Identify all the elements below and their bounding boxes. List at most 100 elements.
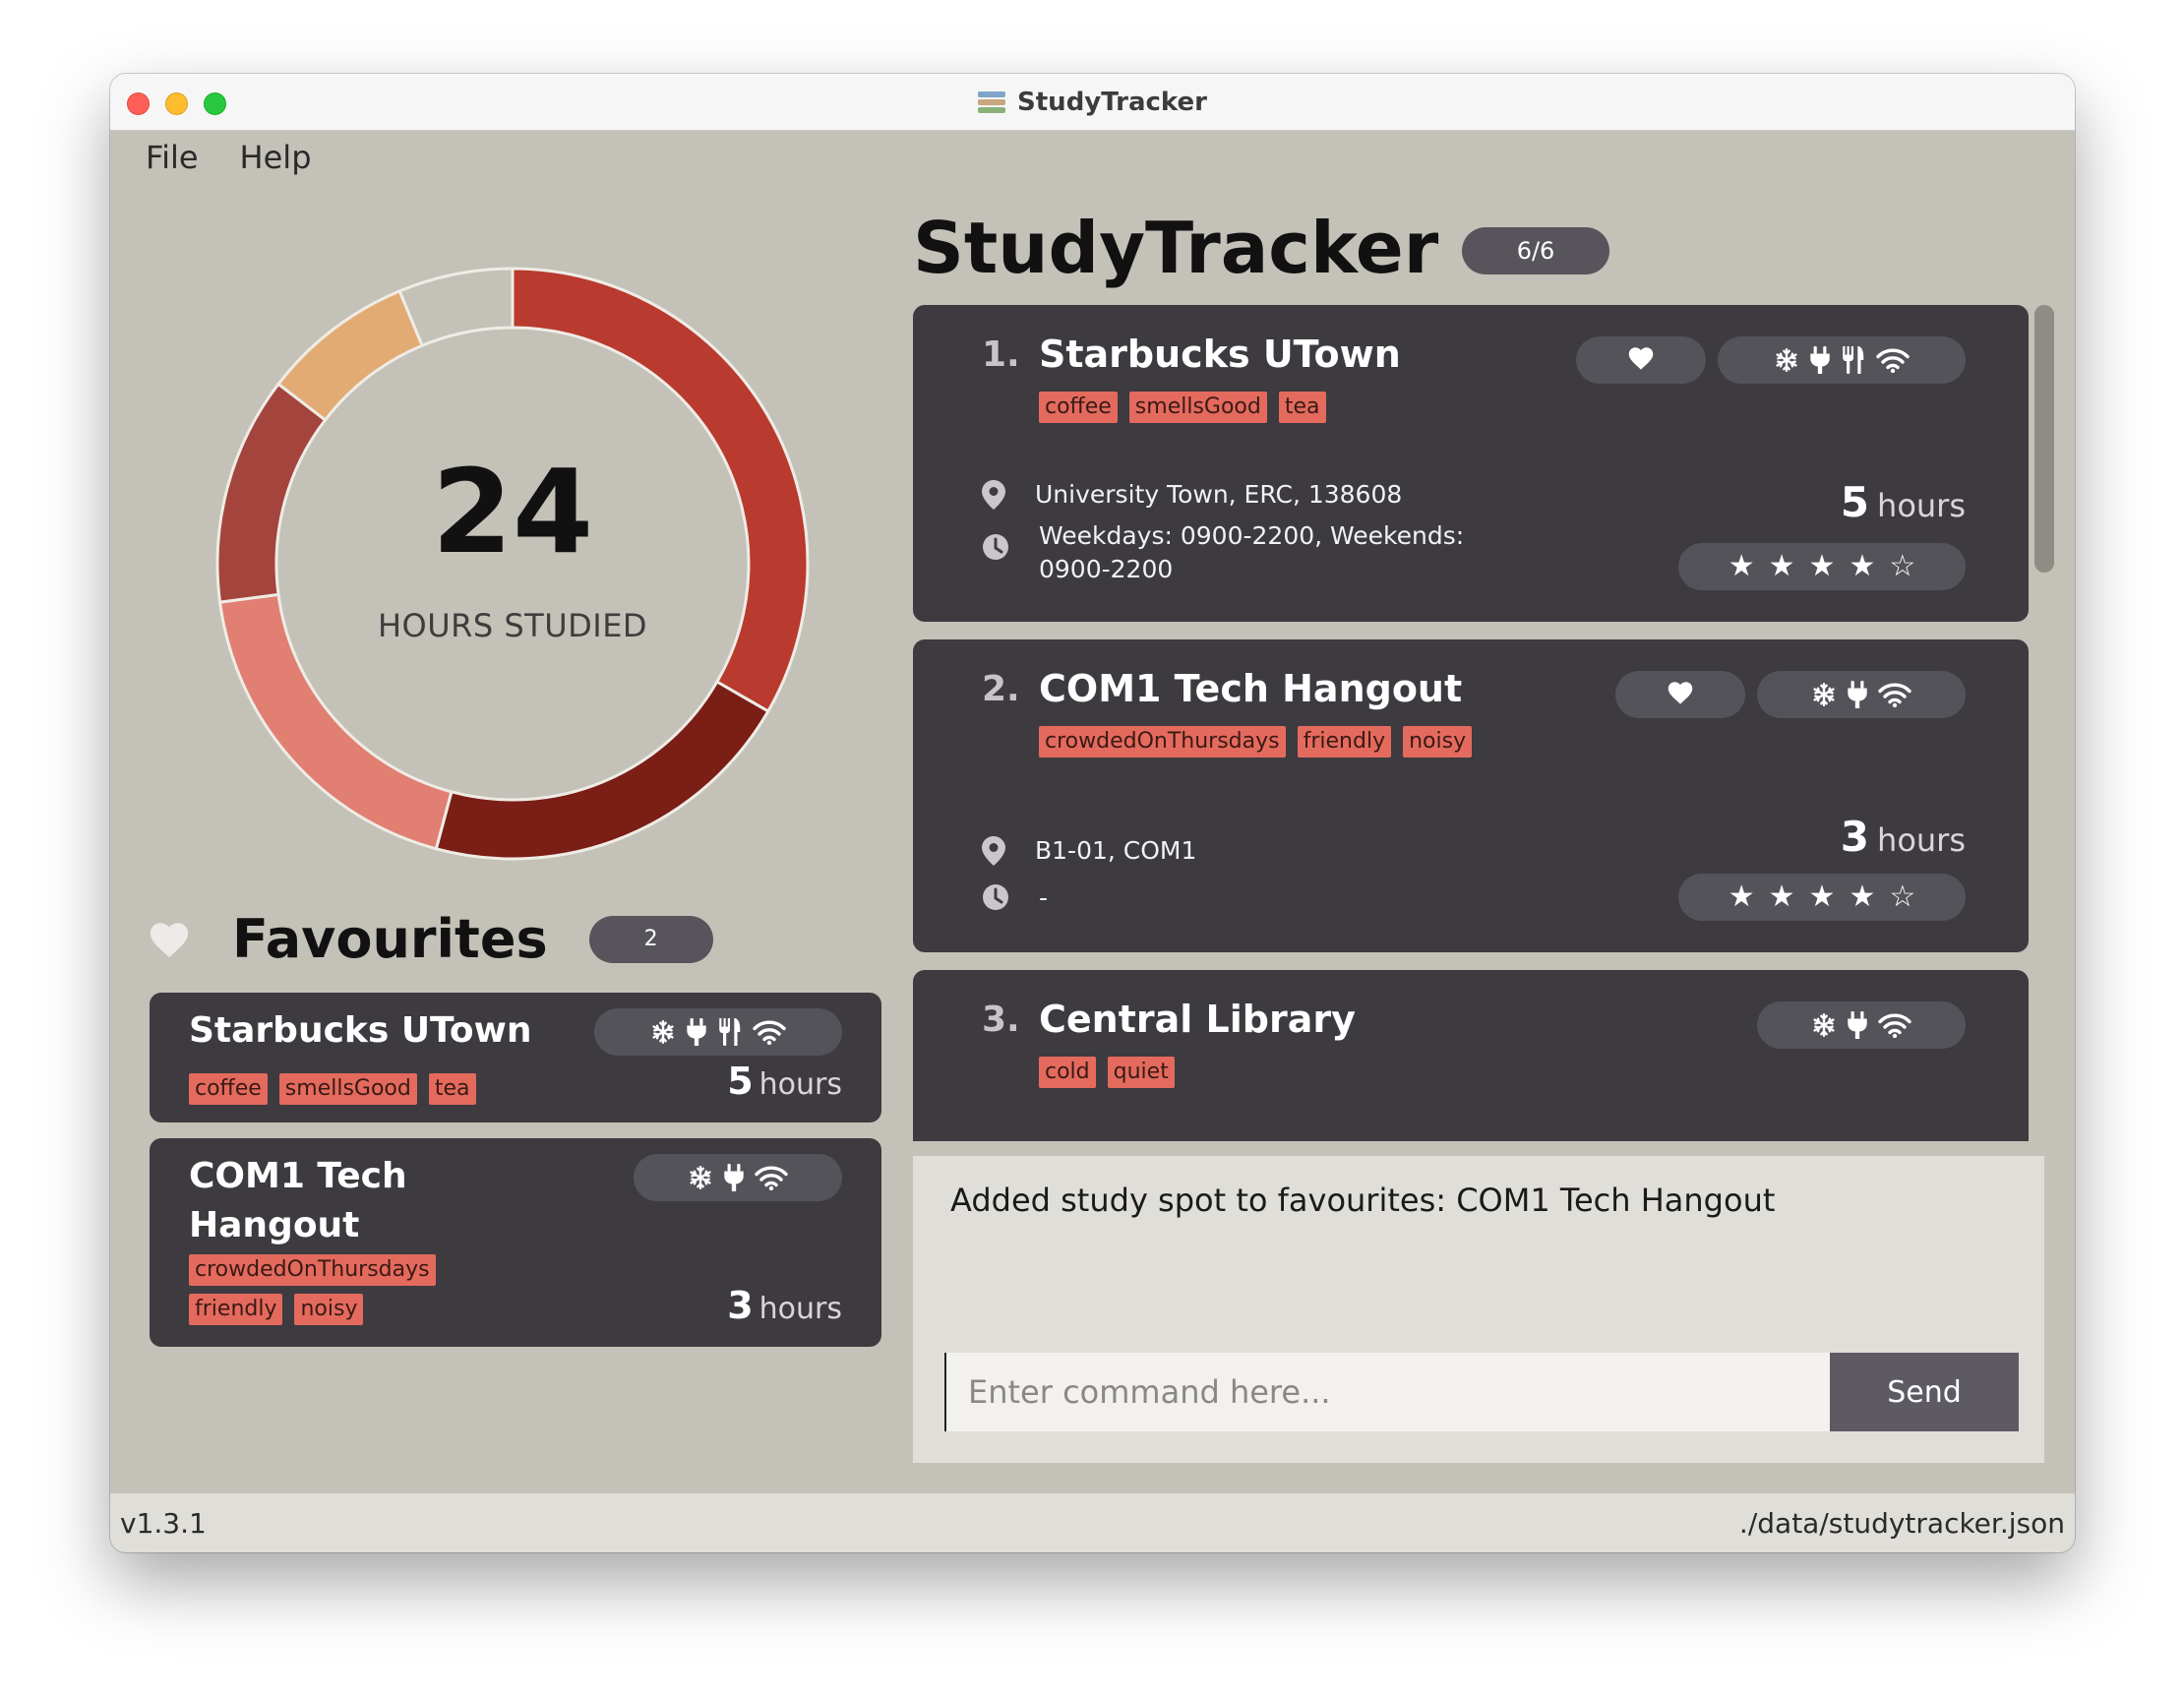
menu-bar: File Help: [146, 139, 312, 176]
star-filled-icon: ★: [1849, 549, 1876, 583]
tag: quiet: [1107, 1057, 1175, 1088]
tag: crowdedOnThursdays: [189, 1254, 436, 1286]
list-count-badge: 6/6: [1462, 227, 1609, 274]
spot-hours: 3 hours: [1841, 813, 1966, 861]
amenities-pill: [1757, 671, 1966, 718]
spot-address: University Town, ERC, 138608: [1035, 480, 1403, 509]
star-filled-icon: ★: [1849, 879, 1876, 914]
star-filled-icon: ★: [1728, 549, 1755, 583]
menu-file[interactable]: File: [146, 139, 199, 176]
amenities-pill: [634, 1154, 842, 1201]
title-bar: StudyTracker: [110, 74, 2075, 131]
favourites-count-badge: 2: [588, 915, 713, 963]
favourite-hours: 3 hours: [727, 1284, 842, 1327]
tag: friendly: [189, 1294, 283, 1325]
donut-center: 24 HOURS STUDIED: [208, 259, 818, 869]
wifi-icon: [1878, 1012, 1911, 1038]
aircon-icon: [650, 1019, 676, 1045]
hours-unit: hours: [758, 1292, 842, 1326]
app-version: v1.3.1: [120, 1506, 207, 1540]
spot-name: Starbucks UTown: [1039, 333, 1401, 376]
tag: crowdedOnThursdays: [1039, 726, 1286, 758]
clock-icon: [982, 881, 1009, 920]
data-file-path: ./data/studytracker.json: [1738, 1506, 2065, 1540]
result-display: Added study spot to favourites: COM1 Tec…: [913, 1156, 2044, 1463]
window-title-group: StudyTracker: [110, 74, 2075, 131]
spot-address-row: University Town, ERC, 138608: [982, 478, 1402, 518]
power-plug-icon: [1809, 346, 1831, 374]
spot-opening-hours: -: [1039, 883, 1049, 912]
hours-unit: hours: [1877, 821, 1966, 859]
command-input[interactable]: [944, 1353, 1830, 1431]
spot-address-row: B1-01, COM1: [982, 834, 1196, 875]
tag: smellsGood: [278, 1073, 417, 1105]
heart-icon: [150, 922, 189, 957]
location-pin-icon: [982, 834, 1005, 875]
donut-slice: [511, 267, 810, 714]
rating-stars: ★ ★ ★ ★ ☆: [1678, 543, 1966, 590]
maximize-window-button[interactable]: [204, 92, 226, 115]
study-spot-card-1[interactable]: 1. Starbucks UTown coffee smellsGood tea U…: [913, 305, 2029, 622]
study-spot-list[interactable]: 1. Starbucks UTown coffee smellsGood tea U…: [913, 305, 2034, 1141]
opening-hours-line2: 0900-2200: [1039, 555, 1174, 583]
tag: smellsGood: [1128, 392, 1267, 423]
rating-stars: ★ ★ ★ ★ ☆: [1678, 874, 1966, 921]
aircon-icon: [688, 1165, 713, 1190]
hours-value: 5: [727, 1060, 754, 1103]
hours-value: 5: [1840, 478, 1870, 526]
minimize-window-button[interactable]: [165, 92, 188, 115]
favourite-toggle[interactable]: [1576, 336, 1706, 384]
send-button[interactable]: Send: [1830, 1353, 2019, 1431]
favourite-name: COM1 Tech Hangout: [189, 1156, 407, 1245]
star-filled-icon: ★: [1768, 549, 1795, 583]
list-title: StudyTracker: [913, 207, 1439, 289]
hours-value: 3: [1840, 813, 1870, 861]
hours-unit: hours: [758, 1067, 842, 1102]
app-window: StudyTracker File Help 24 HOURS STUDIED …: [110, 74, 2075, 1552]
spot-address: B1-01, COM1: [1035, 836, 1197, 865]
hours-studied-label: HOURS STUDIED: [377, 607, 648, 644]
study-spot-card-3[interactable]: 3. Central Library cold quiet: [913, 970, 2029, 1141]
amenities-pill: [1757, 1001, 1966, 1049]
clock-icon: [982, 531, 1009, 570]
wifi-icon: [1878, 682, 1911, 707]
aircon-icon: [1811, 1012, 1837, 1038]
tag: coffee: [1039, 392, 1118, 423]
aircon-icon: [1774, 347, 1799, 373]
opening-hours-line1: Weekdays: 0900-2200, Weekends:: [1039, 521, 1465, 550]
power-plug-icon: [1847, 681, 1868, 708]
hours-unit: hours: [1877, 487, 1966, 524]
wifi-icon: [753, 1019, 786, 1045]
favourite-name: Starbucks UTown: [189, 1010, 532, 1051]
amenities-pill: [594, 1008, 842, 1056]
spot-opening-hours-row: -: [982, 881, 1048, 920]
star-empty-icon: ☆: [1889, 549, 1916, 583]
favourite-tags: crowdedOnThursdays friendly noisy: [189, 1254, 448, 1325]
spot-name: COM1 Tech Hangout: [1039, 667, 1463, 710]
list-scrollbar[interactable]: [2034, 305, 2054, 1141]
favourite-card-1[interactable]: Starbucks UTown coffee smellsGood tea 5 hou…: [150, 993, 881, 1122]
spot-tags: crowdedOnThursdays friendly noisy: [1039, 726, 1484, 758]
list-scrollbar-thumb[interactable]: [2034, 305, 2054, 573]
power-plug-icon: [723, 1164, 745, 1191]
favourite-tags: coffee smellsGood tea: [189, 1073, 488, 1105]
status-bar: v1.3.1 ./data/studytracker.json: [110, 1493, 2075, 1552]
donut-slice: [397, 267, 515, 348]
favourites-title: Favourites: [232, 908, 548, 970]
tag: tea: [1278, 392, 1326, 423]
aircon-icon: [1811, 682, 1837, 707]
tag: friendly: [1297, 726, 1392, 758]
hours-value: 3: [727, 1284, 754, 1327]
spot-index: 3.: [982, 1000, 1020, 1040]
favourite-card-2[interactable]: COM1 Tech Hangout crowdedOnThursdays fri…: [150, 1138, 881, 1347]
result-message: Added study spot to favourites: COM1 Tec…: [950, 1182, 1776, 1219]
window-title: StudyTracker: [1017, 88, 1207, 117]
books-icon: [978, 91, 1006, 113]
close-window-button[interactable]: [127, 92, 150, 115]
menu-help[interactable]: Help: [239, 139, 312, 176]
hours-studied-total: 24: [431, 444, 594, 579]
favourite-toggle[interactable]: [1615, 671, 1745, 718]
study-spot-card-2[interactable]: 2. COM1 Tech Hangout crowdedOnThursdays f…: [913, 639, 2029, 952]
favourite-hours: 5 hours: [727, 1060, 842, 1103]
spot-name: Central Library: [1039, 998, 1356, 1041]
